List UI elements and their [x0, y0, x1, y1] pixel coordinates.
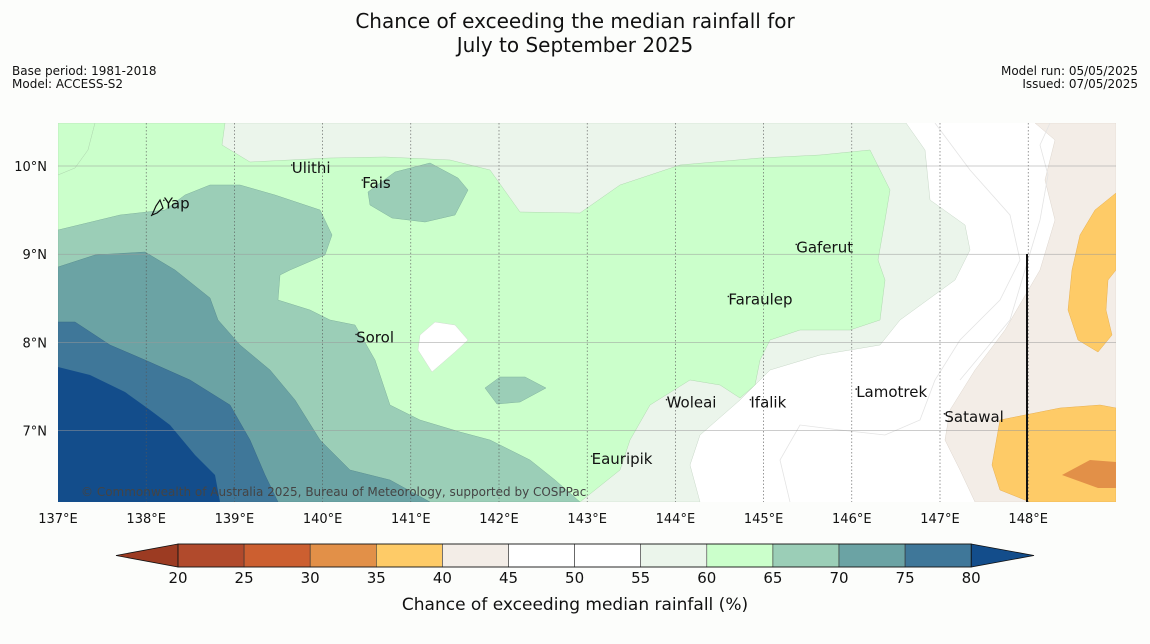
- place-marker: [590, 455, 593, 457]
- colorbar-tick-label: 35: [367, 569, 386, 587]
- title-line-2: July to September 2025: [456, 33, 694, 57]
- colorbar: 20 25 30 35 40 45 50 55 60 65 70 75 80: [115, 543, 1035, 587]
- colorbar-swatch: [375, 543, 443, 568]
- region-30-35: [1062, 460, 1116, 488]
- lon-tick-label: 148°E: [1008, 512, 1048, 527]
- lon-tick-label: 145°E: [744, 512, 784, 527]
- colorbar-tick-label: 30: [301, 569, 320, 587]
- colorbar-swatch: [442, 543, 509, 568]
- model-run: Model run: 05/05/2025: [1000, 64, 1138, 78]
- place-label: Gaferut: [796, 238, 853, 256]
- colorbar-swatch: [574, 543, 641, 568]
- meta-right: Model run: 05/05/2025 Issued: 07/05/2025: [1001, 65, 1138, 91]
- place-label: Ifalik: [750, 394, 786, 412]
- lon-tick-label: 147°E: [920, 512, 960, 527]
- lon-tick-label: 146°E: [832, 512, 872, 527]
- lon-tick-label: 137°E: [38, 512, 78, 527]
- lat-tick-label: 9°N: [23, 248, 48, 263]
- lat-tick-label: 10°N: [14, 160, 47, 175]
- place-label: Yap: [163, 194, 190, 212]
- colorbar-tick-label: 75: [896, 569, 915, 587]
- lat-tick-label: 8°N: [23, 336, 48, 351]
- place-marker: [749, 398, 752, 401]
- region-65-70: [484, 376, 547, 405]
- place-marker: [361, 179, 364, 181]
- place-label: Ulithi: [292, 159, 331, 177]
- title-line-1: Chance of exceeding the median rainfall …: [355, 9, 795, 33]
- map-title: Chance of exceeding the median rainfall …: [0, 9, 1150, 57]
- region-45-55: [417, 321, 469, 373]
- colorbar-tick-label: 55: [631, 569, 650, 587]
- map-gridlines: [58, 123, 1116, 502]
- place-marker: [163, 199, 165, 202]
- place-label: Faraulep: [728, 290, 792, 308]
- colorbar-swatch: [772, 543, 840, 568]
- colorbar-swatch: [904, 543, 972, 568]
- lon-tick-label: 140°E: [303, 512, 343, 527]
- place-label: Woleai: [667, 394, 717, 412]
- colorbar-swatch: [838, 543, 906, 568]
- colorbar-swatch: [508, 543, 575, 568]
- axis-labels: 137°E 138°E 139°E 140°E 141°E 142°E 143°E 144°E…: [14, 160, 1048, 527]
- place-marker: [665, 398, 668, 401]
- colorbar-under-arrow: [115, 543, 179, 568]
- lon-tick-label: 142°E: [479, 512, 519, 527]
- lon-tick-label: 141°E: [391, 512, 431, 527]
- base-period: Base period: 1981-2018: [12, 64, 157, 78]
- colorbar-tick-label: 40: [433, 569, 452, 587]
- place-marker: [355, 333, 357, 336]
- colorbar-swatch: [706, 543, 774, 568]
- meta-left: Base period: 1981-2018 Model: ACCESS-S2: [12, 65, 157, 91]
- colorbar-tick-label: 20: [168, 569, 187, 587]
- colorbar-label: Chance of exceeding median rainfall (%): [402, 595, 748, 615]
- place-label: Sorol: [356, 328, 394, 346]
- region-65-70: [367, 162, 469, 223]
- lon-tick-label: 144°E: [656, 512, 696, 527]
- place-marker: [855, 388, 858, 390]
- place-marker: [290, 164, 293, 166]
- colorbar-frame: [177, 543, 972, 568]
- colorbar-swatch: [177, 543, 245, 568]
- place-label: Lamotrek: [856, 383, 927, 401]
- colorbar-tick-label: 70: [829, 569, 848, 587]
- colorbar-swatch: [309, 543, 377, 568]
- colorbar-tick-label: 65: [763, 569, 782, 587]
- place-marker: [727, 295, 730, 298]
- place-label: Satawal: [944, 408, 1003, 426]
- colorbar-swatch: [243, 543, 311, 568]
- lon-tick-label: 138°E: [126, 512, 166, 527]
- issued-date: Issued: 07/05/2025: [1022, 77, 1138, 91]
- region-above-80: [58, 367, 220, 502]
- colorbar-tick-label: 60: [697, 569, 716, 587]
- copyright-text: © Commonwealth of Australia 2025, Bureau…: [81, 485, 586, 499]
- colorbar-tick-label: 45: [499, 569, 518, 587]
- colorbar-tick-label: 25: [235, 569, 254, 587]
- colorbar-swatch: [640, 543, 708, 568]
- place-marker: [795, 243, 798, 246]
- model-name: Model: ACCESS-S2: [12, 77, 124, 91]
- place-label: Fais: [362, 174, 391, 192]
- colorbar-tick-label: 50: [565, 569, 584, 587]
- region-35-40: [1067, 192, 1116, 353]
- place-labels: Ulithi Fais Yap Gaferut Faraulep Sorol Lamotre…: [163, 159, 1004, 468]
- colorbar-tick-label: 80: [962, 569, 981, 587]
- lat-tick-label: 7°N: [23, 425, 48, 440]
- lon-tick-label: 139°E: [215, 512, 255, 527]
- place-label: Eauripik: [592, 450, 653, 468]
- lon-tick-label: 143°E: [567, 512, 607, 527]
- contour-line: [959, 123, 1051, 381]
- yap-island: [150, 198, 164, 217]
- colorbar-over-arrow: [970, 543, 1035, 568]
- yap-island: [150, 213, 154, 217]
- place-marker: [943, 412, 946, 415]
- contour-line: [779, 123, 1021, 502]
